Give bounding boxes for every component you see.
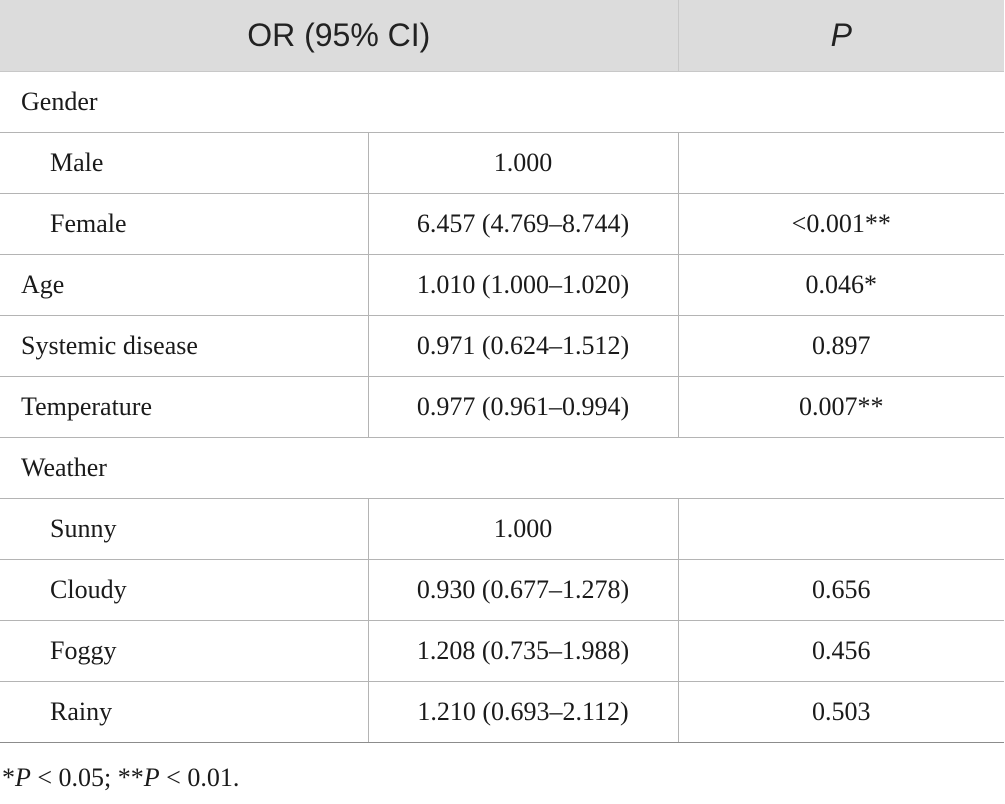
table-footnote: *P < 0.05; **P < 0.01. — [2, 763, 239, 793]
row-label-weather: Weather — [0, 437, 1005, 499]
row-label-male: Male — [0, 132, 369, 194]
row-or-rainy: 1.210 (0.693–2.112) — [367, 681, 679, 743]
row-p-female: <0.001** — [677, 193, 1005, 255]
row-p-cloudy: 0.656 — [677, 559, 1005, 621]
row-label-sunny: Sunny — [0, 498, 369, 560]
row-or-cloudy: 0.930 (0.677–1.278) — [367, 559, 679, 621]
row-or-systemic-disease: 0.971 (0.624–1.512) — [367, 315, 679, 377]
table-row-systemic-disease: Systemic disease 0.971 (0.624–1.512) 0.8… — [0, 315, 1005, 377]
row-or-age: 1.010 (1.000–1.020) — [367, 254, 679, 316]
row-or-female: 6.457 (4.769–8.744) — [367, 193, 679, 255]
table-header-row: OR (95% CI) P — [0, 0, 1005, 72]
row-label-temperature: Temperature — [0, 376, 369, 438]
table-row-cloudy: Cloudy 0.930 (0.677–1.278) 0.656 — [0, 559, 1005, 621]
row-or-male: 1.000 — [367, 132, 679, 194]
footnote-p-symbol-2: P — [143, 763, 160, 792]
row-label-foggy: Foggy — [0, 620, 369, 682]
row-p-temperature: 0.007** — [677, 376, 1005, 438]
footnote-p-symbol-1: P — [15, 763, 31, 792]
header-p: P — [677, 0, 1005, 72]
row-label-female: Female — [0, 193, 369, 255]
table-row-male: Male 1.000 — [0, 132, 1005, 194]
row-label-gender: Gender — [0, 71, 1005, 133]
row-p-male — [677, 132, 1005, 194]
table-row-age: Age 1.010 (1.000–1.020) 0.046* — [0, 254, 1005, 316]
odds-ratio-table: OR (95% CI) P Gender Male 1.000 Female 6… — [0, 0, 1005, 743]
row-or-temperature: 0.977 (0.961–0.994) — [367, 376, 679, 438]
table-row-sunny: Sunny 1.000 — [0, 498, 1005, 560]
header-or-ci: OR (95% CI) — [0, 0, 679, 72]
row-p-rainy: 0.503 — [677, 681, 1005, 743]
table-row-gender: Gender — [0, 71, 1005, 133]
row-p-foggy: 0.456 — [677, 620, 1005, 682]
table-row-weather: Weather — [0, 437, 1005, 499]
table-row-foggy: Foggy 1.208 (0.735–1.988) 0.456 — [0, 620, 1005, 682]
footnote-threshold-2: < 0.01. — [159, 763, 240, 792]
row-label-age: Age — [0, 254, 369, 316]
table-row-rainy: Rainy 1.210 (0.693–2.112) 0.503 — [0, 681, 1005, 743]
footnote-star: * — [2, 763, 15, 792]
row-label-rainy: Rainy — [0, 681, 369, 743]
row-label-cloudy: Cloudy — [0, 559, 369, 621]
row-or-foggy: 1.208 (0.735–1.988) — [367, 620, 679, 682]
row-p-age: 0.046* — [677, 254, 1005, 316]
row-p-systemic-disease: 0.897 — [677, 315, 1005, 377]
table-row-female: Female 6.457 (4.769–8.744) <0.001** — [0, 193, 1005, 255]
row-label-systemic-disease: Systemic disease — [0, 315, 369, 377]
row-or-sunny: 1.000 — [367, 498, 679, 560]
footnote-threshold-1: < 0.05; ** — [30, 763, 144, 792]
table-row-temperature: Temperature 0.977 (0.961–0.994) 0.007** — [0, 376, 1005, 438]
row-p-sunny — [677, 498, 1005, 560]
